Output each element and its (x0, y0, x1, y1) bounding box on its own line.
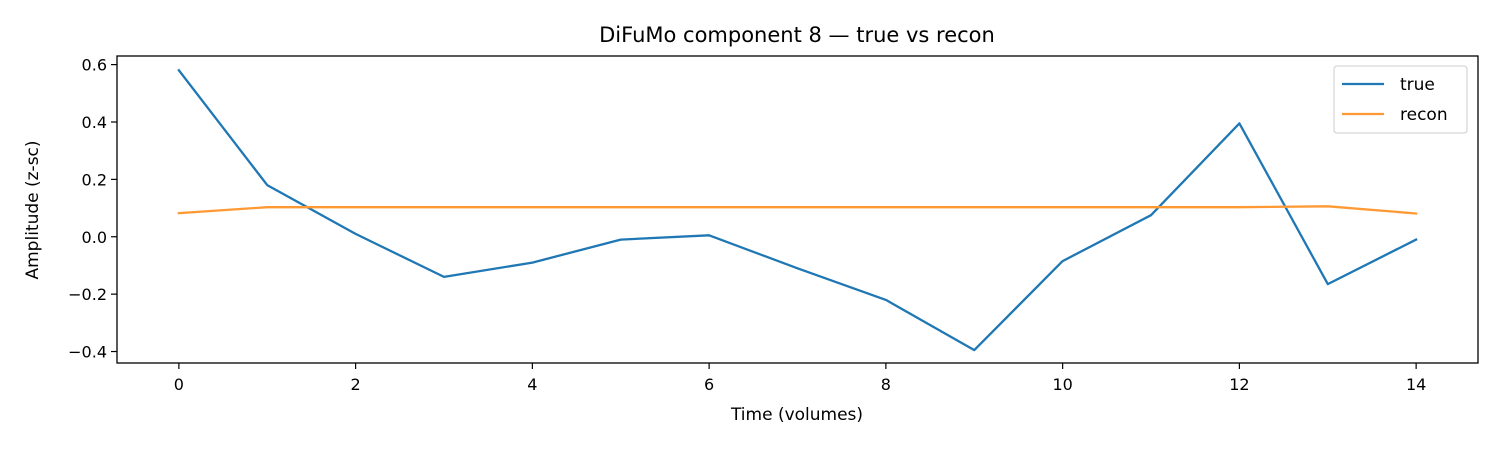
legend-label-recon: recon (1400, 105, 1448, 125)
legend-box (1333, 65, 1468, 134)
x-tick-label: 2 (351, 375, 361, 394)
x-axis-label: Time (volumes) (730, 405, 863, 425)
x-tick-label: 0 (174, 375, 184, 394)
series-line-true (177, 68, 1418, 352)
y-tick-label: 0.4 (82, 113, 107, 132)
x-tick-label: 4 (527, 375, 537, 394)
y-tick-label: 0.2 (82, 170, 107, 189)
y-tick-label: 0.6 (82, 56, 107, 75)
x-tick-label: 8 (881, 375, 891, 394)
y-tick-label: −0.4 (68, 343, 107, 362)
x-tick-label: 12 (1229, 375, 1249, 394)
legend: true recon (1333, 65, 1468, 134)
legend-label-true: true (1400, 75, 1435, 95)
x-axis: 0 2 4 6 8 10 12 14 (174, 363, 1426, 394)
x-tick-label: 14 (1406, 375, 1426, 394)
series-line-recon (177, 205, 1418, 215)
x-tick-label: 10 (1052, 375, 1072, 394)
y-axis: 0.6 0.4 0.2 0.0 −0.2 −0.4 (68, 56, 117, 362)
x-tick-label: 6 (704, 375, 714, 394)
y-tick-label: 0.0 (82, 228, 107, 247)
chart-title: DiFuMo component 8 — true vs recon (599, 23, 995, 47)
plot-area (177, 68, 1418, 352)
plot-frame (116, 55, 1479, 364)
y-axis-label: Amplitude (z-sc) (23, 140, 43, 279)
y-tick-label: −0.2 (68, 285, 107, 304)
